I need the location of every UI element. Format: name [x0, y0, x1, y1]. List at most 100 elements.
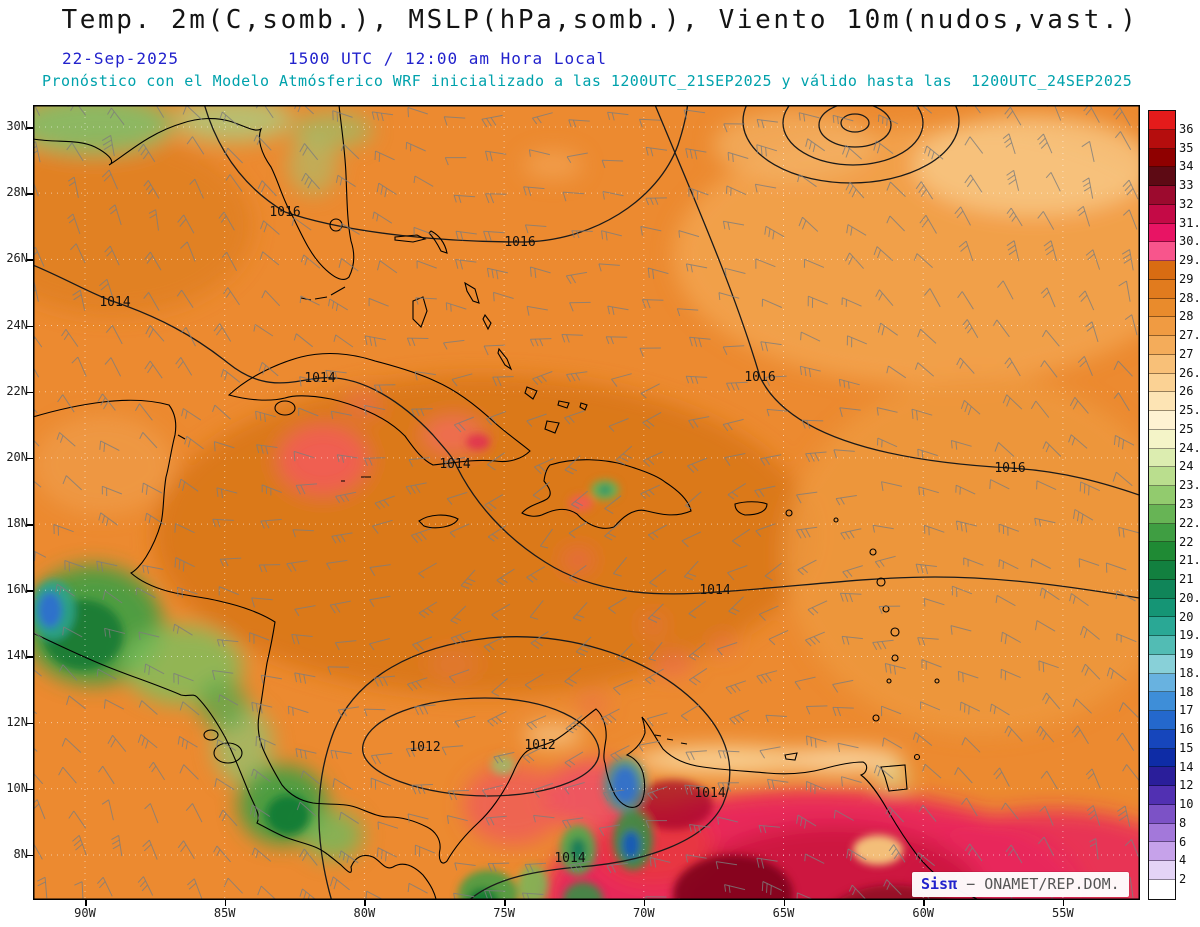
- colorbar-swatch: [1149, 729, 1175, 749]
- lon-label: 75W: [493, 906, 515, 920]
- colorbar-swatch: [1149, 204, 1175, 224]
- lon-label: 85W: [213, 906, 236, 920]
- contour-label: 1014: [699, 583, 730, 598]
- colorbar-swatch: [1149, 842, 1175, 861]
- colorbar-value: 28.5: [1179, 290, 1200, 305]
- forecast-time: 1500 UTC / 12:00 am Hora Local: [288, 49, 607, 68]
- colorbar-value: 21.5: [1179, 553, 1200, 568]
- colorbar-swatch: [1149, 279, 1175, 299]
- colorbar-value: 26: [1179, 384, 1194, 399]
- colorbar-swatch: [1149, 673, 1175, 693]
- lat-tick: [27, 854, 33, 857]
- colorbar-value: 36: [1179, 121, 1194, 136]
- colorbar-swatch: [1149, 411, 1175, 430]
- lat-tick: [27, 722, 33, 725]
- lat-label: 26N: [6, 251, 28, 266]
- colorbar-value: 29.7: [1179, 253, 1200, 268]
- colorbar-value: 29: [1179, 271, 1194, 286]
- colorbar-swatch: [1149, 748, 1175, 768]
- colorbar-value: 19: [1179, 647, 1194, 662]
- watermark: Sisπ − ONAMET/REP.DOM.: [912, 872, 1129, 897]
- lon-tick: [224, 900, 227, 906]
- contour-label: 1012: [524, 738, 555, 753]
- contour-label: 1014: [439, 457, 470, 472]
- lat-label: 18N: [6, 516, 28, 531]
- forecast-date: 22-Sep-2025: [62, 49, 179, 68]
- colorbar-swatch: [1149, 392, 1175, 411]
- colorbar-swatch: [1149, 317, 1175, 336]
- contour-label: 1016: [994, 461, 1025, 476]
- colorbar-value: 4: [1179, 853, 1187, 868]
- colorbar-value: 15: [1179, 740, 1194, 755]
- colorbar-value: 24.5: [1179, 440, 1200, 455]
- wind-barbs: [33, 105, 1140, 900]
- contour-label: 1016: [504, 235, 535, 250]
- colorbar-value: 6: [1179, 834, 1187, 849]
- colorbar-swatch: [1149, 617, 1175, 636]
- temperature-field: [33, 105, 1140, 900]
- colorbar-value: 16: [1179, 722, 1194, 737]
- colorbar-swatch: [1149, 654, 1175, 674]
- colorbar-swatch: [1149, 598, 1175, 618]
- colorbar-value: 27.5: [1179, 328, 1200, 343]
- colorbar-value: 12: [1179, 778, 1194, 793]
- colorbar-value: 33: [1179, 178, 1194, 193]
- colorbar-value: 18: [1179, 684, 1194, 699]
- lat-label: 10N: [6, 780, 28, 795]
- lon-tick: [1062, 900, 1065, 906]
- colorbar-value: 34: [1179, 159, 1194, 174]
- colorbar-value: 22: [1179, 534, 1194, 549]
- lat-tick: [27, 457, 33, 460]
- colorbar-value: 24: [1179, 459, 1194, 474]
- lat-tick: [27, 391, 33, 394]
- colorbar-value: 17: [1179, 703, 1194, 718]
- colorbar-value: 21: [1179, 572, 1194, 587]
- lon-tick: [364, 900, 366, 906]
- lon-tick: [923, 900, 925, 906]
- coastlines: [33, 105, 981, 900]
- graticule: [33, 105, 1140, 900]
- colorbar-value: 23: [1179, 497, 1194, 511]
- colorbar-value: 8: [1179, 815, 1187, 830]
- lat-tick: [27, 524, 33, 526]
- colorbar-swatch: [1149, 448, 1175, 468]
- colorbar-value: 28: [1179, 309, 1194, 324]
- lon-label: 65W: [772, 906, 795, 920]
- colorbar-swatch: [1149, 561, 1175, 580]
- colorbar-swatch: [1149, 804, 1175, 824]
- colorbar-swatch: [1149, 429, 1175, 449]
- lat-label: 12N: [6, 714, 28, 729]
- contour-label: 1014: [554, 851, 585, 866]
- lat-label: 22N: [6, 383, 28, 398]
- page-title: Temp. 2m(C,somb.), MSLP(hPa,somb.), Vien…: [61, 5, 1139, 35]
- colorbar-swatch: [1149, 486, 1175, 505]
- pressure-contours: [33, 105, 1140, 900]
- lat-tick: [27, 788, 33, 791]
- lon-tick: [504, 900, 506, 906]
- colorbar-swatch: [1149, 711, 1175, 730]
- colorbar-value: 18.5: [1179, 665, 1200, 680]
- colorbar-swatch: [1149, 636, 1175, 655]
- colorbar-swatch: [1149, 786, 1175, 805]
- lat-tick: [27, 193, 33, 195]
- map-frame: [33, 105, 1140, 900]
- contour-label: 1014: [99, 295, 130, 310]
- lon-label: 90W: [74, 906, 96, 920]
- watermark-brand: Sisπ: [921, 875, 958, 893]
- colorbar-value: 22.5: [1179, 515, 1200, 530]
- colorbar-swatch: [1149, 692, 1175, 711]
- colorbar-value: 31.5: [1179, 215, 1200, 230]
- lat-label: 8N: [13, 846, 28, 861]
- lat-tick: [27, 259, 33, 261]
- colorbar: [1148, 110, 1176, 900]
- colorbar-value: 19.5: [1179, 628, 1200, 643]
- colorbar-swatch: [1149, 111, 1175, 130]
- contour-label: 1014: [694, 786, 725, 801]
- lat-tick: [27, 325, 33, 328]
- colorbar-value: 25: [1179, 421, 1194, 436]
- lon-label: 60W: [912, 906, 935, 920]
- colorbar-value: 20.5: [1179, 590, 1200, 605]
- lat-label: 24N: [6, 317, 28, 332]
- lat-label: 30N: [6, 119, 28, 133]
- model-info-line: Pronóstico con el Modelo Atmósferico WRF…: [42, 72, 1133, 90]
